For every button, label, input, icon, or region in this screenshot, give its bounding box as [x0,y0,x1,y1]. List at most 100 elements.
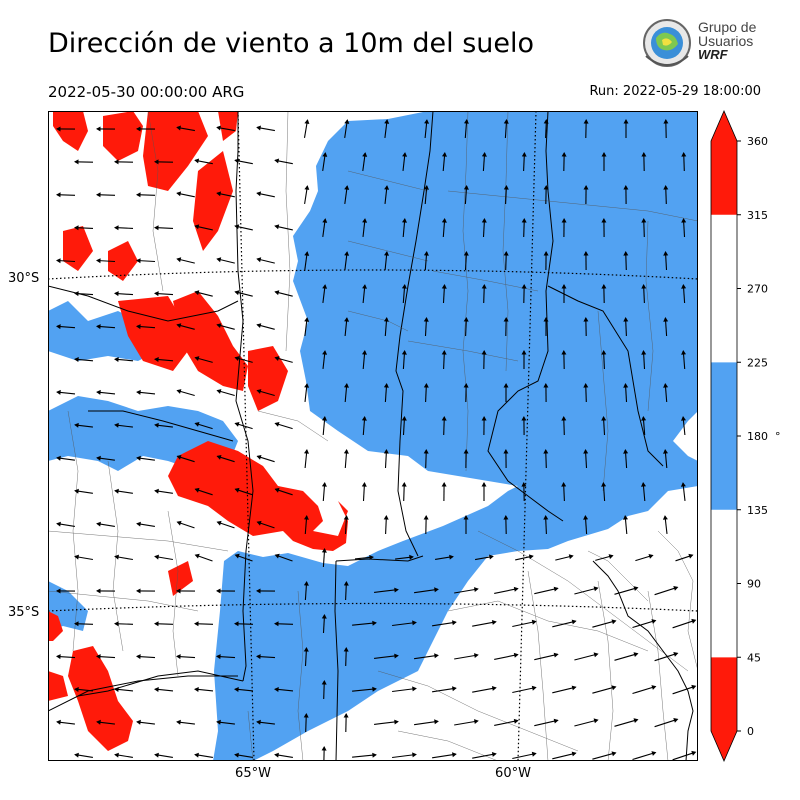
wind-arrow-head [503,515,509,520]
wind-arrow-head [194,553,200,559]
wind-arrow-head [216,654,221,660]
wind-arrow-head [216,455,222,460]
wind-arrow-head [234,621,239,627]
wind-arrow-head [641,350,647,355]
wind-arrow-shaft [654,718,678,728]
wind-arrow-head [176,455,182,460]
wind-arrow-head [401,284,407,289]
wind-arrow-head [194,158,200,164]
wind-arrow-head [154,752,159,758]
lat-label-30s: 30°S [8,271,40,286]
wind-arrow-head [96,588,101,594]
wind-arrow-head [274,158,280,164]
wind-arrow-head [561,416,567,421]
wind-arrow-head [322,152,328,157]
wind-arrow-head [423,515,429,520]
wind-arrow-head [194,422,200,427]
wind-arrow-head [256,455,262,460]
wind-arrow-head [176,389,182,394]
wind-arrow-head [688,553,694,559]
wind-arrow-head [256,191,262,197]
wind-arrow-head [56,588,61,594]
wind-arrow-head [681,218,687,223]
wind-arrow-head [372,620,377,626]
wind-arrow-head [321,482,327,487]
wind-arrow-head [154,422,159,428]
wind-arrow-head [641,152,647,157]
wind-arrow-head [304,119,310,124]
wind-arrow-shaft [454,654,478,660]
wind-arrow-head [673,652,679,657]
wind-arrow-shaft [614,653,638,661]
wind-arrow-head [463,317,469,322]
wind-arrow-head [474,653,479,658]
wind-arrow-shaft [512,686,536,694]
colorbar-bin-4 [711,111,737,215]
wind-arrow-head [256,257,262,263]
wind-arrow-head [74,687,79,692]
wind-arrow-head [623,317,629,322]
wind-arrow-head [194,224,200,230]
wind-arrow-head [256,654,261,660]
wind-arrow-shaft [534,719,558,727]
colorbar-tick-label: 225 [747,356,768,369]
wind-arrow-shaft [432,687,456,693]
wind-arrow-head [651,751,657,756]
wind-arrow-head [234,290,240,296]
colorbar-tick-label: 180 [747,430,768,443]
wind-arrow-head [452,752,457,758]
colorbar-tick-label: 270 [747,283,768,296]
wind-arrow-shaft [414,654,438,660]
wind-arrow-shaft [592,686,616,694]
wind-arrow-head [344,251,350,256]
wind-arrow-head [402,218,407,223]
wind-arrow-head [274,290,280,296]
wind-arrow-head [489,554,494,560]
wind-arrow-head [571,751,577,757]
wind-arrow-shaft [432,753,456,759]
wind-arrow-head [583,251,589,256]
wind-arrow-head [321,746,327,751]
wind-arrow-shaft [374,589,398,593]
wind-arrow-head [601,482,607,487]
wind-arrow-head [56,324,61,330]
wind-arrow-head [553,586,559,592]
wind-arrow-head [583,317,589,322]
graticule [48,111,698,761]
wind-arrow-head [543,515,549,520]
wind-arrow-head [474,719,479,724]
wind-arrow-head [601,350,607,355]
wind-arrow-head [641,218,647,223]
valid-time: 2022-05-30 00:00:00 ARG [48,83,245,101]
wind-arrow-head [561,218,567,223]
wind-arrow-head [74,554,79,560]
wind-arrow-head [56,719,61,725]
wind-arrow-head [176,719,181,725]
wind-arrow-head [513,586,519,592]
wind-arrow-head [412,752,417,758]
wind-arrow-head [663,383,669,388]
colorbar-ticks: 0 45 90 135 180 225 270 315 360 [737,135,768,738]
wind-arrow-head [74,225,79,231]
wind-arrow-head [343,581,349,586]
wind-arrow-head [681,152,687,157]
wind-arrow-head [681,416,686,421]
wind-arrow-shaft [494,588,518,594]
wind-arrow-shaft [592,620,616,628]
wind-arrow-head [673,718,679,723]
wind-arrow-head [154,554,159,560]
map-frame [48,111,698,761]
wind-arrow-head [691,750,697,756]
wind-arrow-head [344,383,349,388]
wind-arrow-head [274,487,280,493]
wind-arrow-shaft [414,720,438,726]
wind-arrow-head [441,482,447,487]
wind-arrow-head [434,719,439,725]
wind-arrow-shaft [534,587,558,595]
wind-arrow-head [96,719,101,725]
wind-arrow-head [96,126,101,132]
wind-arrow-shaft [494,654,518,660]
wind-arrow-head [234,687,239,692]
wind-arrow-head [593,718,599,724]
wind-arrow-head [651,619,657,624]
